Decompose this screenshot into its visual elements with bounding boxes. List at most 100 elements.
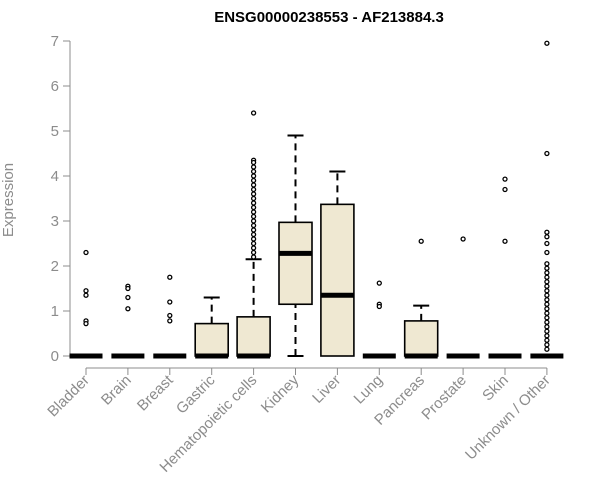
outlier-point bbox=[544, 310, 550, 316]
outlier-point bbox=[250, 168, 257, 175]
outlier-point bbox=[250, 164, 257, 170]
box-series bbox=[69, 40, 564, 359]
outlier-point bbox=[250, 195, 257, 202]
outlier-point bbox=[502, 186, 508, 193]
outlier-point bbox=[544, 261, 550, 267]
outlier-point bbox=[125, 294, 131, 301]
y-axis: 0 1 2 3 4 5 6 7 bbox=[51, 33, 71, 365]
box-kidney bbox=[278, 134, 313, 357]
outlier-point bbox=[502, 238, 508, 244]
box-bladder bbox=[69, 249, 103, 359]
chart-title: ENSG00000238553 - AF213884.3 bbox=[214, 9, 444, 26]
outlier-point bbox=[376, 303, 382, 310]
outlier-point bbox=[250, 213, 257, 220]
outlier-point bbox=[544, 292, 550, 298]
outlier-point bbox=[250, 182, 257, 188]
outlier-point bbox=[250, 218, 257, 224]
outlier-point bbox=[83, 292, 89, 298]
iqr-box bbox=[403, 320, 439, 357]
outlier-point bbox=[544, 328, 550, 334]
box-liver bbox=[320, 170, 355, 357]
outlier-point bbox=[544, 274, 550, 280]
x-tick-label: Prostate bbox=[418, 372, 470, 424]
iqr-box bbox=[236, 316, 271, 357]
outlier-point bbox=[544, 150, 550, 157]
outlier-point bbox=[250, 231, 257, 238]
outlier-point bbox=[544, 270, 550, 276]
outlier-point bbox=[544, 265, 550, 271]
outlier-point bbox=[83, 320, 89, 327]
outlier-point bbox=[544, 342, 550, 348]
outlier-point bbox=[460, 236, 466, 242]
iqr-box bbox=[320, 203, 355, 357]
outlier-point bbox=[250, 191, 257, 197]
outlier-point bbox=[125, 306, 131, 312]
outlier-point bbox=[544, 319, 550, 325]
box-prostate bbox=[446, 236, 480, 359]
iqr-box bbox=[278, 221, 313, 306]
outlier-point bbox=[250, 236, 257, 242]
outlier-point bbox=[418, 238, 424, 244]
x-tick-label: Bladder bbox=[44, 372, 93, 421]
outlier-point bbox=[167, 318, 173, 324]
x-tick-label: Brain bbox=[98, 372, 135, 409]
outlier-point bbox=[544, 283, 550, 289]
outlier-point bbox=[544, 333, 550, 339]
y-tick-label: 1 bbox=[51, 303, 59, 320]
box-gastric bbox=[194, 296, 229, 359]
outlier-point bbox=[544, 346, 550, 352]
outlier-point bbox=[544, 337, 550, 343]
outlier-point bbox=[250, 209, 257, 215]
box-hematopoietic-cells bbox=[236, 110, 271, 359]
y-tick-label: 3 bbox=[51, 213, 59, 230]
x-tick-label: Breast bbox=[134, 371, 177, 414]
box-skin bbox=[488, 176, 522, 359]
outlier-point bbox=[250, 173, 257, 179]
outlier-point bbox=[544, 288, 550, 294]
outlier-point bbox=[544, 249, 550, 256]
outlier-point bbox=[250, 110, 257, 116]
box-pancreas bbox=[403, 238, 439, 359]
outlier-point bbox=[376, 280, 382, 286]
outlier-point bbox=[544, 279, 550, 285]
outlier-point bbox=[544, 240, 550, 247]
y-tick-label: 6 bbox=[51, 78, 59, 95]
y-tick-label: 2 bbox=[51, 258, 59, 275]
iqr-box bbox=[194, 322, 229, 357]
x-tick-label: Lung bbox=[351, 372, 387, 408]
outlier-point bbox=[250, 200, 257, 206]
outlier-point bbox=[250, 186, 257, 193]
box-brain bbox=[111, 283, 145, 359]
outlier-point bbox=[250, 177, 257, 184]
outlier-point bbox=[250, 159, 257, 166]
y-axis-label: Expression bbox=[0, 163, 17, 237]
outlier-point bbox=[167, 299, 173, 305]
outlier-point bbox=[544, 229, 550, 235]
y-tick-label: 4 bbox=[51, 168, 59, 185]
outlier-point bbox=[544, 306, 550, 312]
outlier-point bbox=[167, 312, 173, 319]
outlier-point bbox=[250, 240, 257, 247]
outlier-point bbox=[167, 274, 173, 280]
outlier-point bbox=[250, 227, 257, 233]
outlier-point bbox=[83, 288, 89, 294]
outlier-point bbox=[125, 285, 131, 292]
outlier-point bbox=[544, 297, 550, 303]
outlier-point bbox=[250, 204, 257, 211]
outlier-point bbox=[544, 40, 550, 46]
outlier-point bbox=[544, 324, 550, 330]
box-lung bbox=[362, 280, 396, 359]
outlier-point bbox=[544, 301, 550, 307]
outlier-point bbox=[544, 315, 550, 321]
x-tick-label: Liver bbox=[309, 372, 344, 407]
box-unknown-other bbox=[530, 40, 564, 359]
y-tick-label: 0 bbox=[51, 348, 59, 365]
x-tick-label: Skin bbox=[479, 372, 512, 405]
outlier-point bbox=[502, 176, 508, 182]
box-breast bbox=[153, 274, 187, 359]
x-tick-label: Kidney bbox=[258, 371, 303, 416]
outlier-point bbox=[83, 249, 89, 256]
outlier-point bbox=[250, 254, 257, 260]
